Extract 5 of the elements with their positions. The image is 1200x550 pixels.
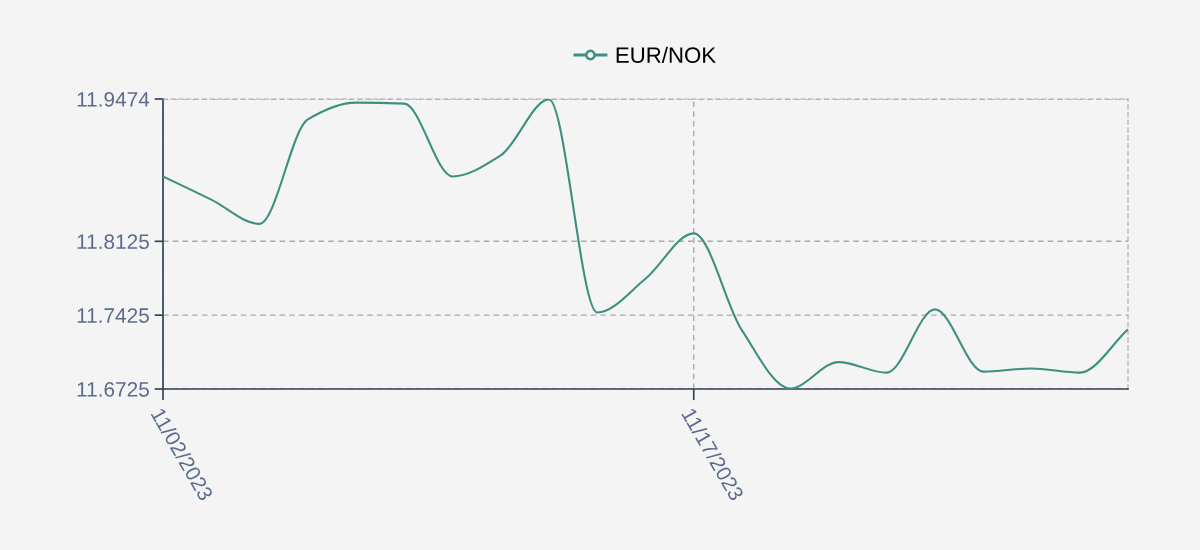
y-tick-label: 11.6725 [77,382,149,397]
y-tick-label: 11.9474 [77,92,150,107]
legend-label: EUR/NOK [616,46,716,64]
y-tick-label: 11.7425 [77,308,149,323]
y-tick-label: 11.8125 [77,234,149,250]
